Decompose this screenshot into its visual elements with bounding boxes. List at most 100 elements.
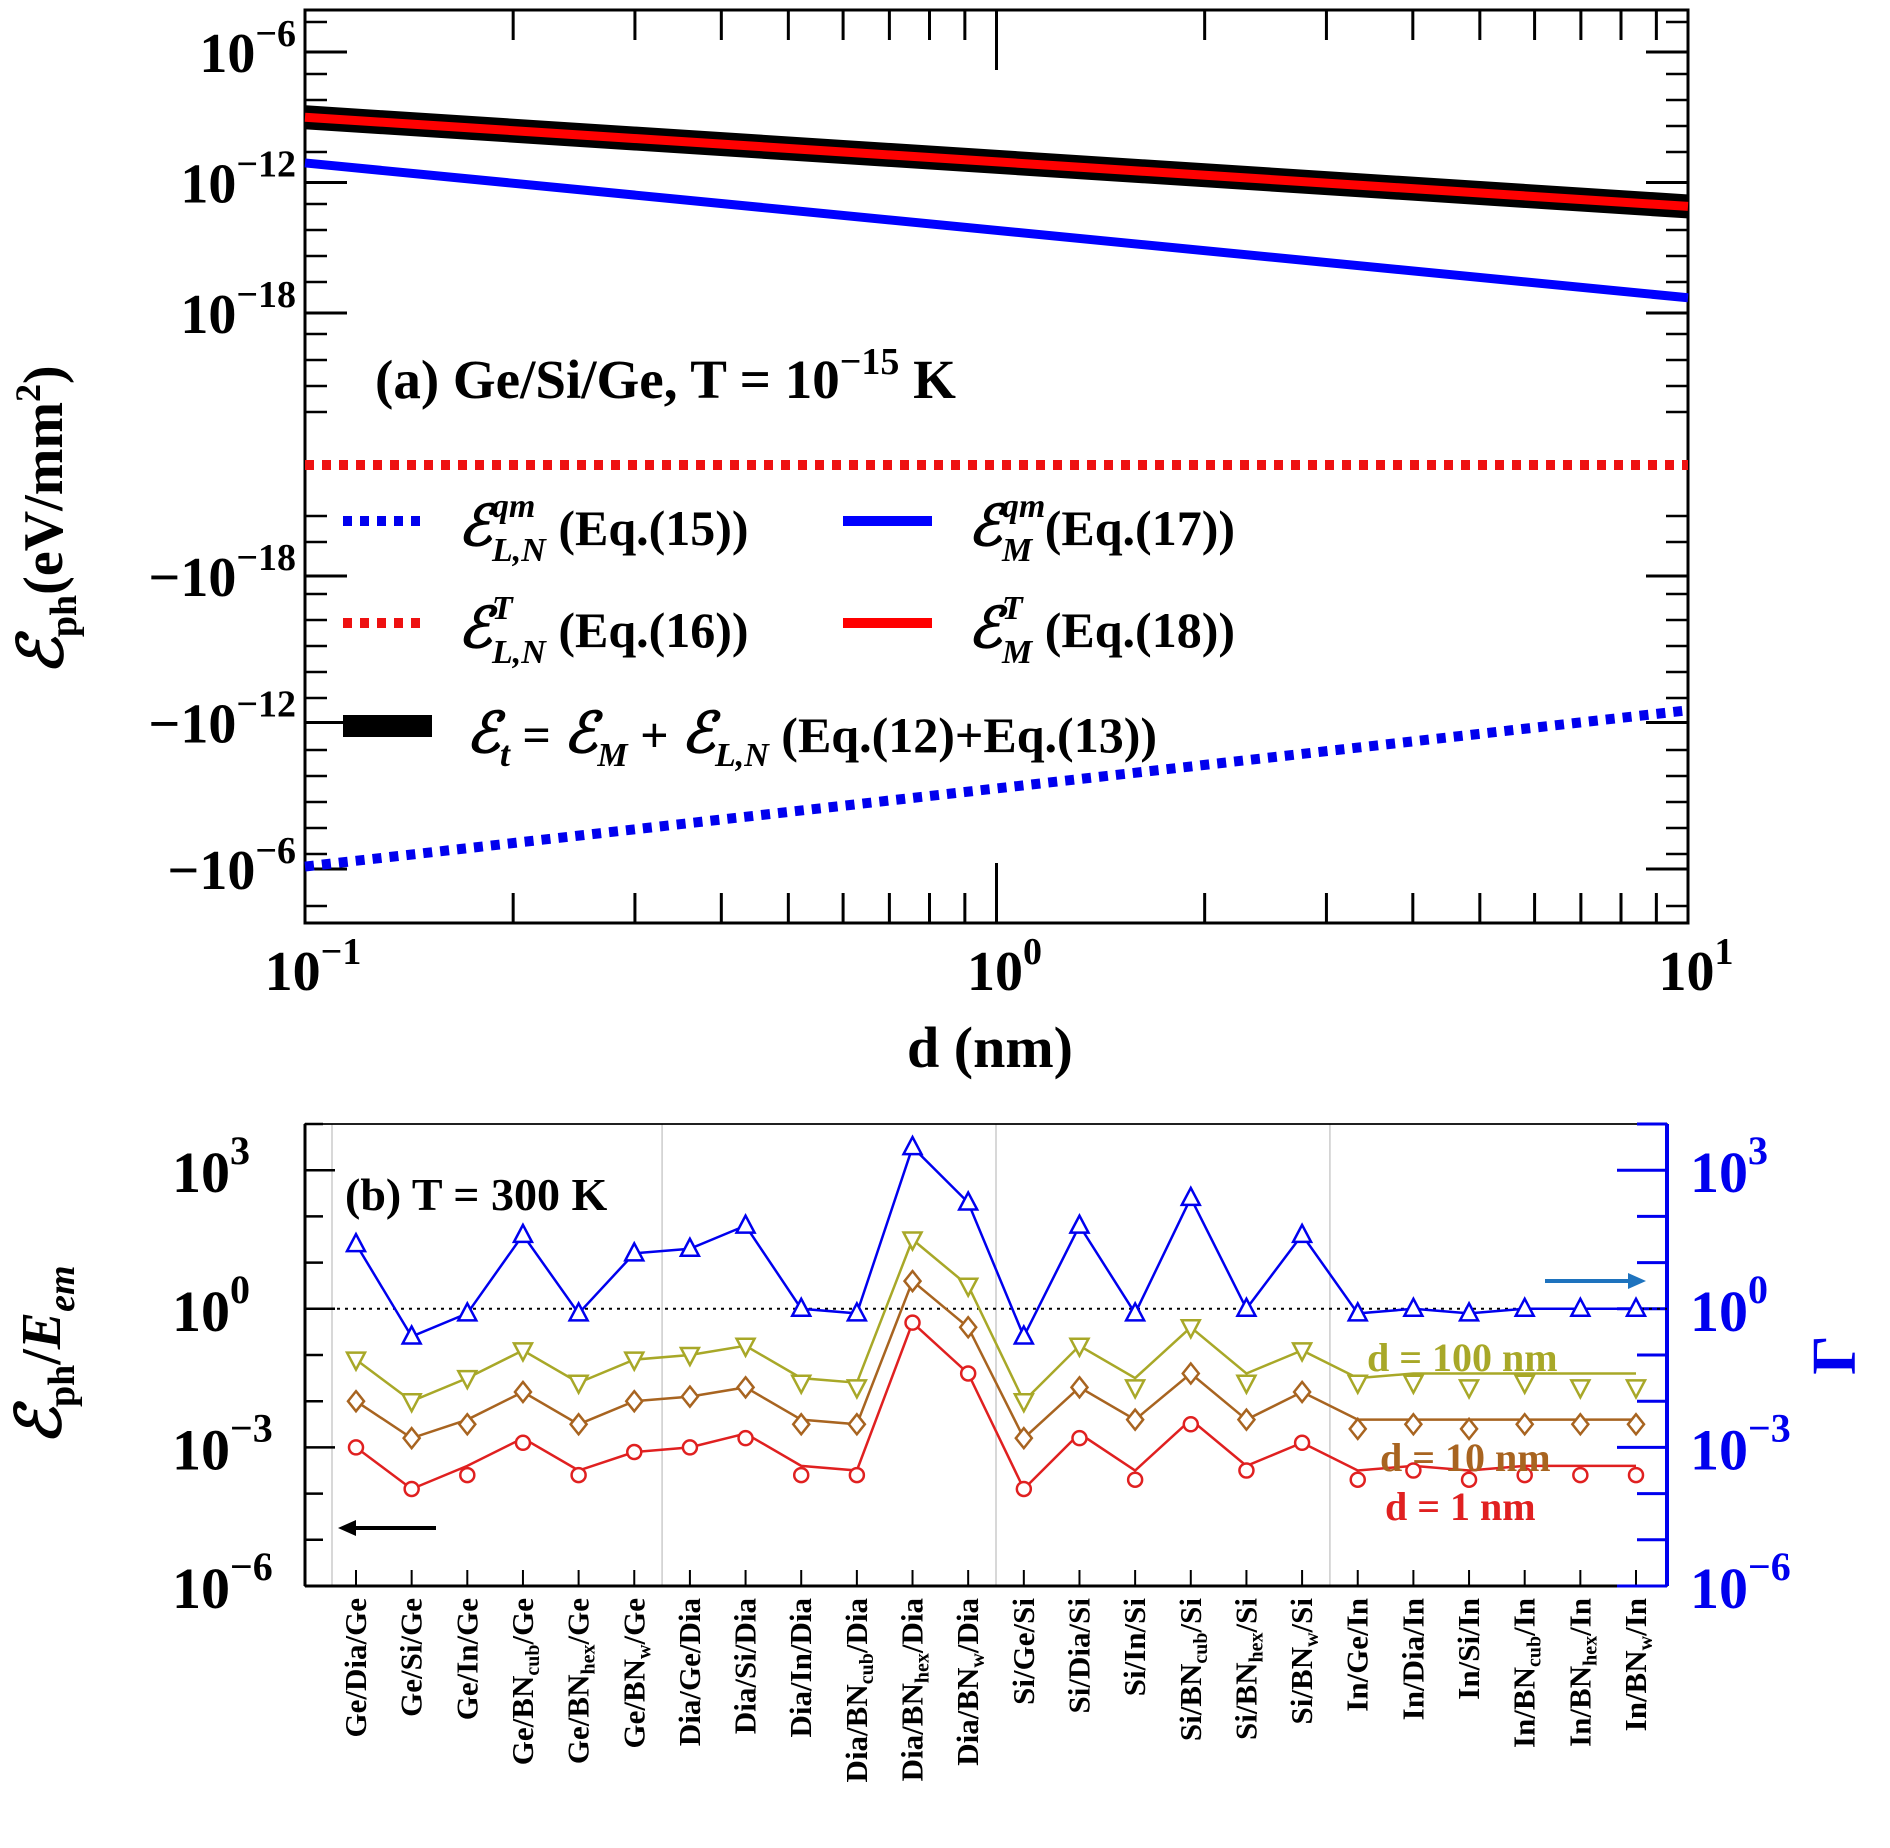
left-tick-label-base: 10	[172, 1140, 230, 1205]
legend-et-sub3: L,N	[714, 737, 770, 774]
marker-circle	[1627, 1466, 1645, 1484]
category-label-tail: /Dia	[895, 1598, 930, 1655]
y-tick-label-exp: −6	[255, 830, 296, 872]
marker-triangle-down	[1179, 1319, 1202, 1340]
marker-triangle-up	[1624, 1296, 1648, 1318]
marker-circle	[1182, 1416, 1200, 1433]
legend-em-qm-sup: qm	[1002, 488, 1045, 525]
category-label-tail: /In	[1618, 1598, 1653, 1637]
panel-b-left-axis-label-text: ℰph/Eem	[6, 1265, 83, 1444]
category-label-main: In/Dia/In	[1395, 1598, 1430, 1720]
marker-triangle-up	[790, 1296, 813, 1318]
marker-triangle-up	[456, 1300, 479, 1322]
marker-triangle-down	[734, 1337, 757, 1359]
category-label-sub: w	[1635, 1635, 1657, 1650]
category-label-main: In/BN	[1618, 1650, 1653, 1731]
marker-diamond	[1292, 1379, 1312, 1404]
panel-a-ticks	[305, 10, 1688, 923]
annotation-d1: d = 1 nm	[1385, 1484, 1536, 1529]
panel-a-series	[304, 105, 1689, 872]
right-axis-arrow	[1545, 1273, 1646, 1289]
category-label-main: Ge/Si/Ge	[394, 1598, 429, 1717]
category-label: Dia/BNhex/Dia	[895, 1598, 934, 1782]
marker-triangle-down	[845, 1379, 868, 1401]
marker-diamond	[1459, 1416, 1479, 1441]
legend-et-eq1: =	[510, 707, 564, 763]
panel-b-ylabel-slash: /	[11, 1348, 73, 1366]
marker-triangle-down	[1068, 1337, 1091, 1359]
category-label: Si/BNhex/Si	[1228, 1598, 1267, 1740]
x-tick-label-base: 10	[265, 941, 321, 1003]
panel-b-right-axis-label-text: Γ	[1801, 1335, 1869, 1374]
category-label-tail: /Ge	[561, 1598, 596, 1646]
category-label: In/BNw/In	[1618, 1598, 1657, 1731]
marker-triangle-up	[1179, 1185, 1202, 1207]
marker-circle	[1349, 1471, 1366, 1488]
y-tick-label: 10−18	[180, 274, 296, 346]
x-tick-label-exp: 1	[1715, 931, 1734, 973]
annotation-d10: d = 10 nm	[1380, 1435, 1551, 1480]
legend-et-plus: +	[628, 707, 682, 763]
panel-a-y-label-unit: (eV/mm	[13, 402, 75, 595]
marker-diamond	[346, 1389, 366, 1414]
marker-diamond	[1125, 1407, 1145, 1432]
y-tick-label-base: −10	[167, 840, 255, 902]
series-line-2	[355, 1279, 1636, 1441]
category-label-sub: cub	[856, 1653, 878, 1684]
legend-item-el-t: ℰT L,N (Eq.(16))	[343, 590, 749, 671]
category-label-main: Ge/In/Ge	[449, 1598, 484, 1720]
marker-diamond	[958, 1315, 978, 1340]
right-tick-label-exp: 0	[1748, 1267, 1768, 1312]
panel-b-right-axis-label: Γ	[1801, 1335, 1869, 1374]
category-label: Si/Ge/Si	[1006, 1598, 1041, 1705]
panel-a-y-label-symbol: ℰ	[8, 631, 76, 675]
marker-circle	[848, 1466, 866, 1484]
legend-el-qm-eq: (Eq.(15))	[546, 500, 749, 556]
marker-diamond	[791, 1412, 811, 1437]
marker-triangle-down	[567, 1374, 590, 1396]
category-label-main: Dia/BN	[950, 1668, 985, 1766]
legend-em-t-eq: (Eq.(18))	[1032, 602, 1235, 658]
marker-circle	[737, 1429, 754, 1447]
left-tick-label: 103	[172, 1128, 250, 1205]
left-tick-label-base: 10	[172, 1417, 230, 1482]
marker-circle	[1015, 1480, 1033, 1498]
category-label: In/Si/In	[1451, 1598, 1486, 1700]
right-tick-label-base: 10	[1690, 1140, 1748, 1205]
legend-em-qm-eq: (Eq.(17))	[1032, 500, 1235, 556]
panel-a-y-label-sub: ph	[43, 595, 85, 637]
left-tick-label: 100	[172, 1267, 250, 1344]
legend-el-t-sup: T	[492, 590, 514, 627]
panel-a-title-suffix: K	[899, 349, 956, 410]
marker-circle	[1071, 1429, 1088, 1447]
marker-circle	[1516, 1466, 1533, 1484]
y-tick-label: −10−12	[148, 684, 296, 756]
right-tick-label: 10−3	[1690, 1405, 1791, 1482]
marker-circle	[347, 1439, 365, 1456]
category-label: In/Ge/In	[1340, 1598, 1375, 1712]
category-label-sub: hex	[1245, 1632, 1267, 1662]
y-tick-label-base: 10	[180, 154, 236, 216]
category-label-tail: /Si	[1228, 1598, 1263, 1634]
right-tick-label: 10−6	[1690, 1544, 1791, 1621]
panel-a-y-axis-label: ℰph(eV/mm2)	[8, 365, 85, 674]
marker-diamond	[847, 1412, 867, 1437]
series-line-3	[355, 1320, 1636, 1492]
category-label: In/BNcub/In	[1507, 1598, 1546, 1748]
legend-el-t-sub: L,N	[491, 634, 547, 671]
y-tick-label-base: 10	[199, 23, 255, 85]
marker-triangle-down	[1569, 1379, 1592, 1401]
category-label-sub: w	[633, 1644, 655, 1659]
x-tick-label: 100	[967, 931, 1042, 1003]
x-tick-label-exp: 0	[1023, 931, 1042, 973]
panel-b-left-axis-label: ℰph/Eem	[6, 1265, 83, 1444]
marker-circle	[1572, 1466, 1589, 1484]
y-tick-label-base: −10	[148, 547, 236, 609]
legend-et-symbol: ℰ	[466, 703, 506, 765]
marker-triangle-down	[1291, 1342, 1314, 1364]
marker-triangle-up	[1402, 1296, 1425, 1318]
